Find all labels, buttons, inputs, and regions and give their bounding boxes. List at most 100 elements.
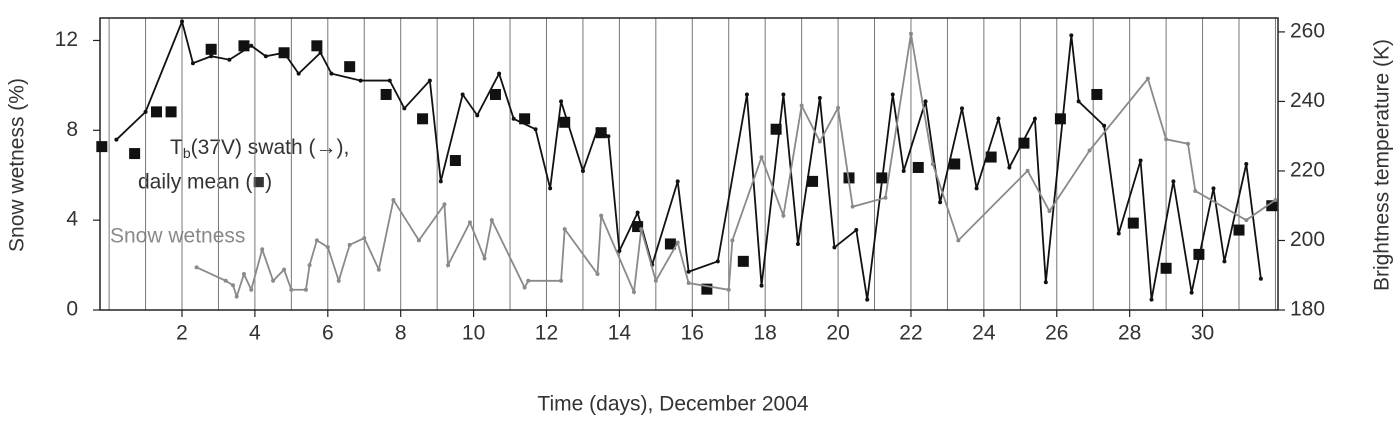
data-point xyxy=(307,263,312,268)
data-point xyxy=(482,256,487,261)
data-point xyxy=(580,168,585,173)
data-point xyxy=(260,247,265,252)
data-point xyxy=(1127,217,1139,229)
data-point xyxy=(446,263,451,268)
data-point xyxy=(956,238,961,243)
data-point xyxy=(1193,248,1205,260)
data-point xyxy=(930,162,935,166)
data-point xyxy=(817,139,822,144)
data-point xyxy=(526,278,531,283)
data-point xyxy=(1222,259,1227,264)
annotation-text: (37V) swath (→), xyxy=(191,136,350,159)
data-point xyxy=(96,141,108,153)
data-point xyxy=(489,88,501,100)
data-point xyxy=(129,148,141,160)
y-axis-label: Snow wetness (%) xyxy=(6,78,29,252)
data-point xyxy=(231,283,236,288)
data-point xyxy=(1007,165,1012,170)
data-point xyxy=(595,127,607,139)
data-point xyxy=(1054,113,1066,125)
data-point xyxy=(489,218,494,223)
data-point xyxy=(996,116,1001,121)
data-point xyxy=(1018,137,1030,149)
data-point xyxy=(1193,188,1198,193)
data-point xyxy=(263,54,268,59)
data-point xyxy=(715,259,720,264)
data-point xyxy=(1273,197,1278,202)
data-point xyxy=(901,168,906,173)
x-tick-label: 16 xyxy=(681,322,704,345)
data-point xyxy=(475,113,480,118)
data-point xyxy=(1149,297,1154,302)
data-point xyxy=(559,99,564,104)
data-point xyxy=(449,155,461,167)
data-point xyxy=(726,287,731,292)
x-tick-label: 24 xyxy=(972,322,996,345)
data-point xyxy=(442,202,447,207)
data-point xyxy=(548,186,553,191)
data-point xyxy=(249,43,254,48)
annotation: Tb(37V) swath (→), xyxy=(170,136,349,161)
y2-tick-label: 240 xyxy=(1290,89,1325,112)
data-point xyxy=(595,272,600,277)
data-point xyxy=(165,106,177,118)
x-tick-label: 30 xyxy=(1191,322,1214,345)
data-point xyxy=(617,248,622,253)
data-point xyxy=(223,278,228,283)
data-point xyxy=(1211,186,1216,191)
data-point xyxy=(559,278,564,283)
y2-tick-label: 200 xyxy=(1290,228,1325,251)
data-point xyxy=(314,238,319,243)
data-point xyxy=(402,106,407,111)
data-point xyxy=(923,99,928,104)
data-point xyxy=(358,78,363,83)
data-point xyxy=(1087,148,1092,153)
data-point xyxy=(562,227,567,232)
data-point xyxy=(759,155,764,160)
data-point xyxy=(460,92,465,97)
data-point xyxy=(686,269,691,274)
data-point xyxy=(438,179,443,184)
data-point xyxy=(150,106,162,118)
data-point xyxy=(1244,218,1249,223)
data-point xyxy=(380,88,392,100)
x-axis-label: Time (days), December 2004 xyxy=(537,393,808,416)
x-tick-label: 2 xyxy=(176,322,188,345)
data-point xyxy=(1032,116,1037,121)
data-point xyxy=(227,57,232,62)
x-tick-label: 28 xyxy=(1118,322,1141,345)
data-point xyxy=(974,186,979,191)
data-point xyxy=(533,127,538,132)
data-point xyxy=(635,210,640,215)
data-point xyxy=(1164,137,1169,142)
data-point xyxy=(832,245,837,250)
data-point xyxy=(639,227,644,232)
data-point xyxy=(1025,168,1030,173)
data-point xyxy=(1102,123,1107,128)
data-point xyxy=(865,297,870,302)
y-tick-label: 0 xyxy=(66,298,78,321)
data-point xyxy=(632,221,644,233)
data-point xyxy=(522,285,527,290)
data-point xyxy=(1244,162,1249,166)
data-point xyxy=(271,278,276,283)
data-point xyxy=(1233,224,1245,236)
y2-axis-label: Brightness temperature (K) xyxy=(1371,39,1394,291)
data-point xyxy=(807,175,819,187)
series-line xyxy=(115,18,1262,300)
data-point xyxy=(329,71,334,76)
data-point xyxy=(949,158,961,170)
data-point xyxy=(296,71,301,76)
data-point xyxy=(1266,200,1278,212)
data-point xyxy=(781,92,786,97)
annotation-sub: b xyxy=(183,145,191,161)
data-point xyxy=(854,228,859,233)
x-tick-label: 8 xyxy=(395,322,407,345)
data-point xyxy=(278,47,290,59)
data-point xyxy=(631,290,636,295)
data-point xyxy=(890,92,895,97)
data-point xyxy=(519,113,531,125)
data-point xyxy=(836,105,841,110)
annotation: daily mean (■) xyxy=(138,171,272,194)
